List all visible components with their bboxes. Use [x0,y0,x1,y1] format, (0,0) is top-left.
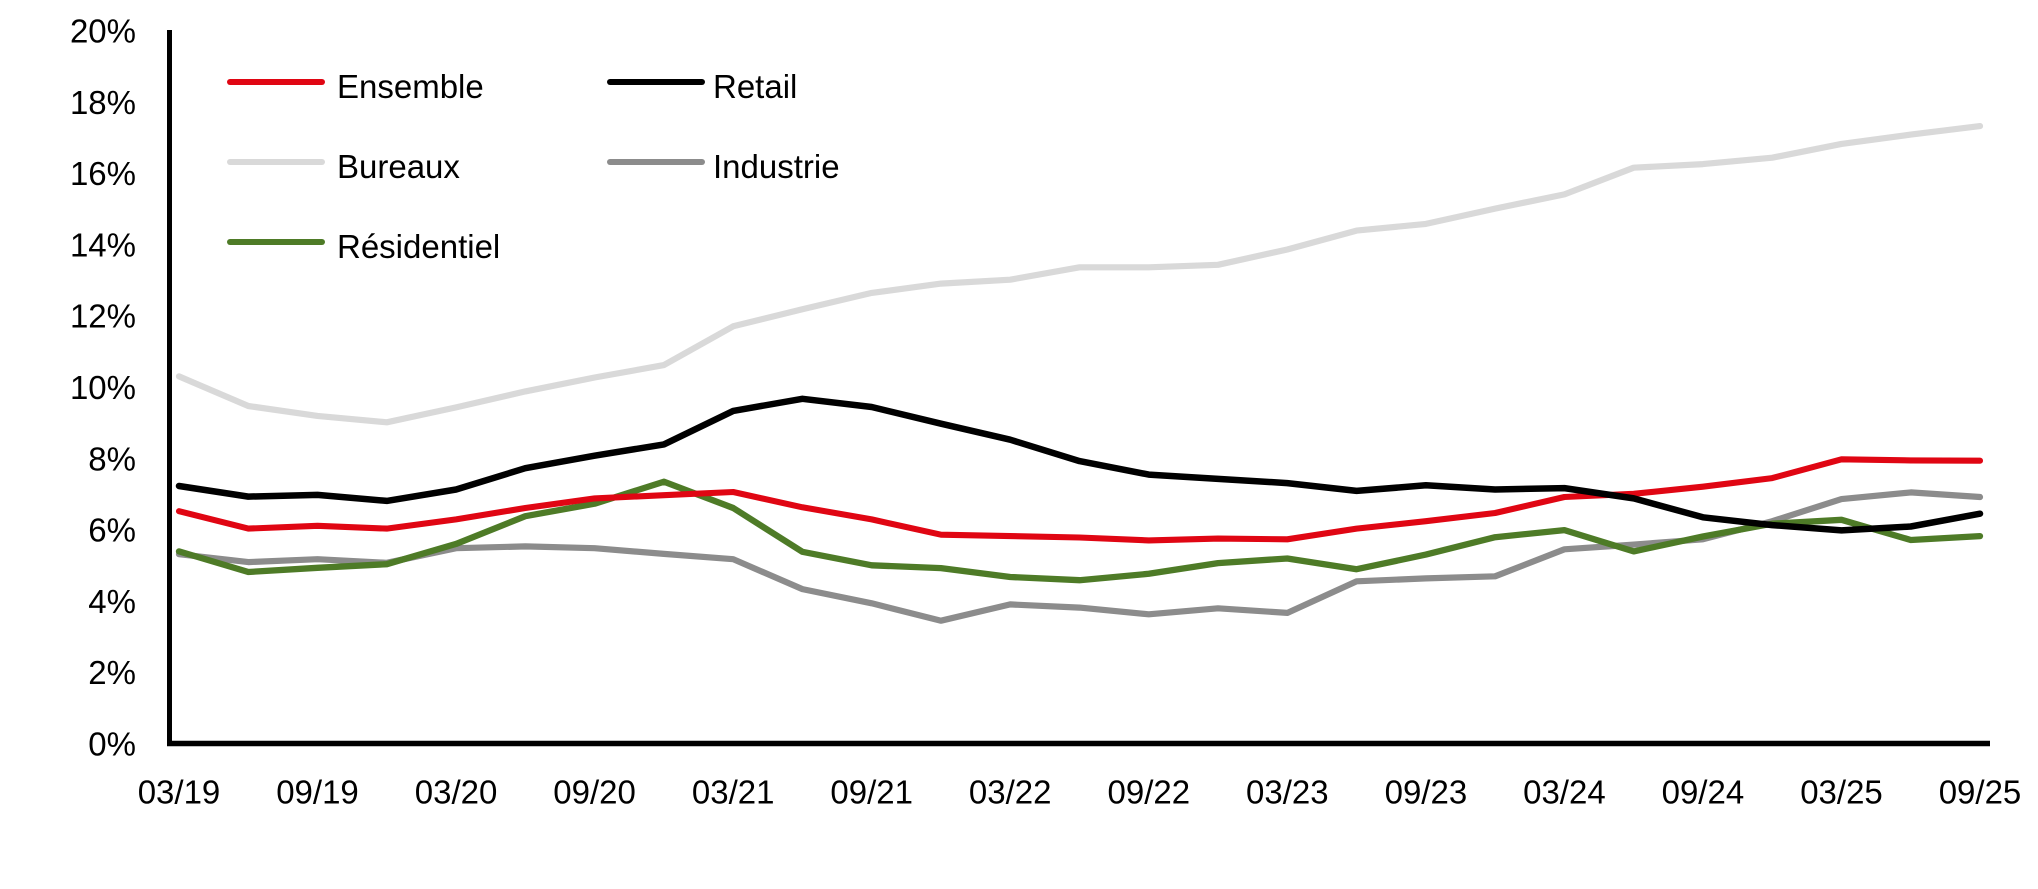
svg-text:03/21: 03/21 [692,774,775,811]
svg-text:18%: 18% [70,84,136,121]
svg-text:03/22: 03/22 [969,774,1052,811]
svg-text:09/22: 09/22 [1108,774,1191,811]
svg-text:03/23: 03/23 [1246,774,1329,811]
svg-text:10%: 10% [70,369,136,406]
svg-text:03/19: 03/19 [138,774,221,811]
svg-text:8%: 8% [88,440,136,477]
svg-text:09/19: 09/19 [276,774,359,811]
svg-text:0%: 0% [88,726,136,763]
svg-text:12%: 12% [70,298,136,335]
svg-text:6%: 6% [88,512,136,549]
svg-text:16%: 16% [70,155,136,192]
svg-text:09/25: 09/25 [1939,774,2022,811]
svg-text:03/25: 03/25 [1800,774,1883,811]
svg-text:03/24: 03/24 [1523,774,1606,811]
svg-text:03/20: 03/20 [415,774,498,811]
svg-text:14%: 14% [70,226,136,263]
svg-text:09/21: 09/21 [830,774,913,811]
svg-text:Bureaux: Bureaux [337,148,460,185]
svg-text:20%: 20% [70,13,136,50]
svg-text:09/24: 09/24 [1662,774,1745,811]
svg-text:2%: 2% [88,654,136,691]
svg-text:Industrie: Industrie [713,148,840,185]
svg-text:09/20: 09/20 [553,774,636,811]
svg-text:09/23: 09/23 [1385,774,1468,811]
svg-text:Ensemble: Ensemble [337,68,484,105]
svg-text:4%: 4% [88,583,136,620]
svg-text:Résidentiel: Résidentiel [337,228,500,265]
svg-text:Retail: Retail [713,68,797,105]
